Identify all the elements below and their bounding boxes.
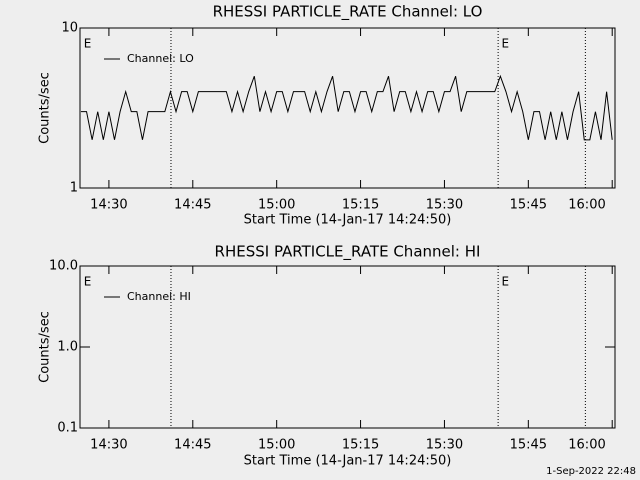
chart-title: RHESSI PARTICLE_RATE Channel: HI [215, 243, 481, 262]
x-tick-label: 16:00 [568, 438, 605, 453]
x-tick-label: 15:30 [426, 438, 463, 453]
x-axis-label: Start Time (14-Jan-17 14:24:50) [244, 454, 452, 469]
x-tick-label: 14:30 [90, 198, 127, 213]
x-tick-label: 16:00 [568, 198, 605, 213]
y-tick-label: 1 [70, 181, 78, 196]
x-tick-label: 15:45 [510, 438, 547, 453]
x-axis-label: Start Time (14-Jan-17 14:24:50) [244, 213, 452, 228]
annotation: E [84, 275, 92, 289]
legend-label: Channel: LO [127, 52, 194, 65]
y-axis-label: Counts/sec [38, 311, 53, 383]
y-tick-label: 0.1 [57, 421, 78, 436]
plot-frame [79, 27, 616, 189]
y-tick-label: 10 [61, 21, 78, 36]
y-axis-label: Counts/sec [38, 72, 53, 144]
y-tick-label: 10.0 [49, 259, 78, 274]
annotation: E [501, 37, 509, 51]
x-tick-label: 15:15 [342, 198, 379, 213]
chart-title: RHESSI PARTICLE_RATE Channel: LO [213, 3, 483, 22]
series-line [80, 74, 613, 141]
x-tick-label: 15:30 [426, 198, 463, 213]
y-tick-label: 1.0 [57, 340, 78, 355]
legend-label: Channel: HI [127, 290, 191, 303]
x-tick-label: 15:45 [510, 198, 547, 213]
x-tick-label: 15:00 [258, 438, 295, 453]
annotation: E [501, 275, 509, 289]
annotation: E [84, 37, 92, 51]
x-tick-label: 14:45 [174, 198, 211, 213]
footer: 1-Sep-2022 22:48 [546, 466, 636, 477]
x-tick-label: 14:30 [90, 438, 127, 453]
x-tick-label: 14:45 [174, 438, 211, 453]
x-tick-label: 15:00 [258, 198, 295, 213]
x-tick-label: 15:15 [342, 438, 379, 453]
